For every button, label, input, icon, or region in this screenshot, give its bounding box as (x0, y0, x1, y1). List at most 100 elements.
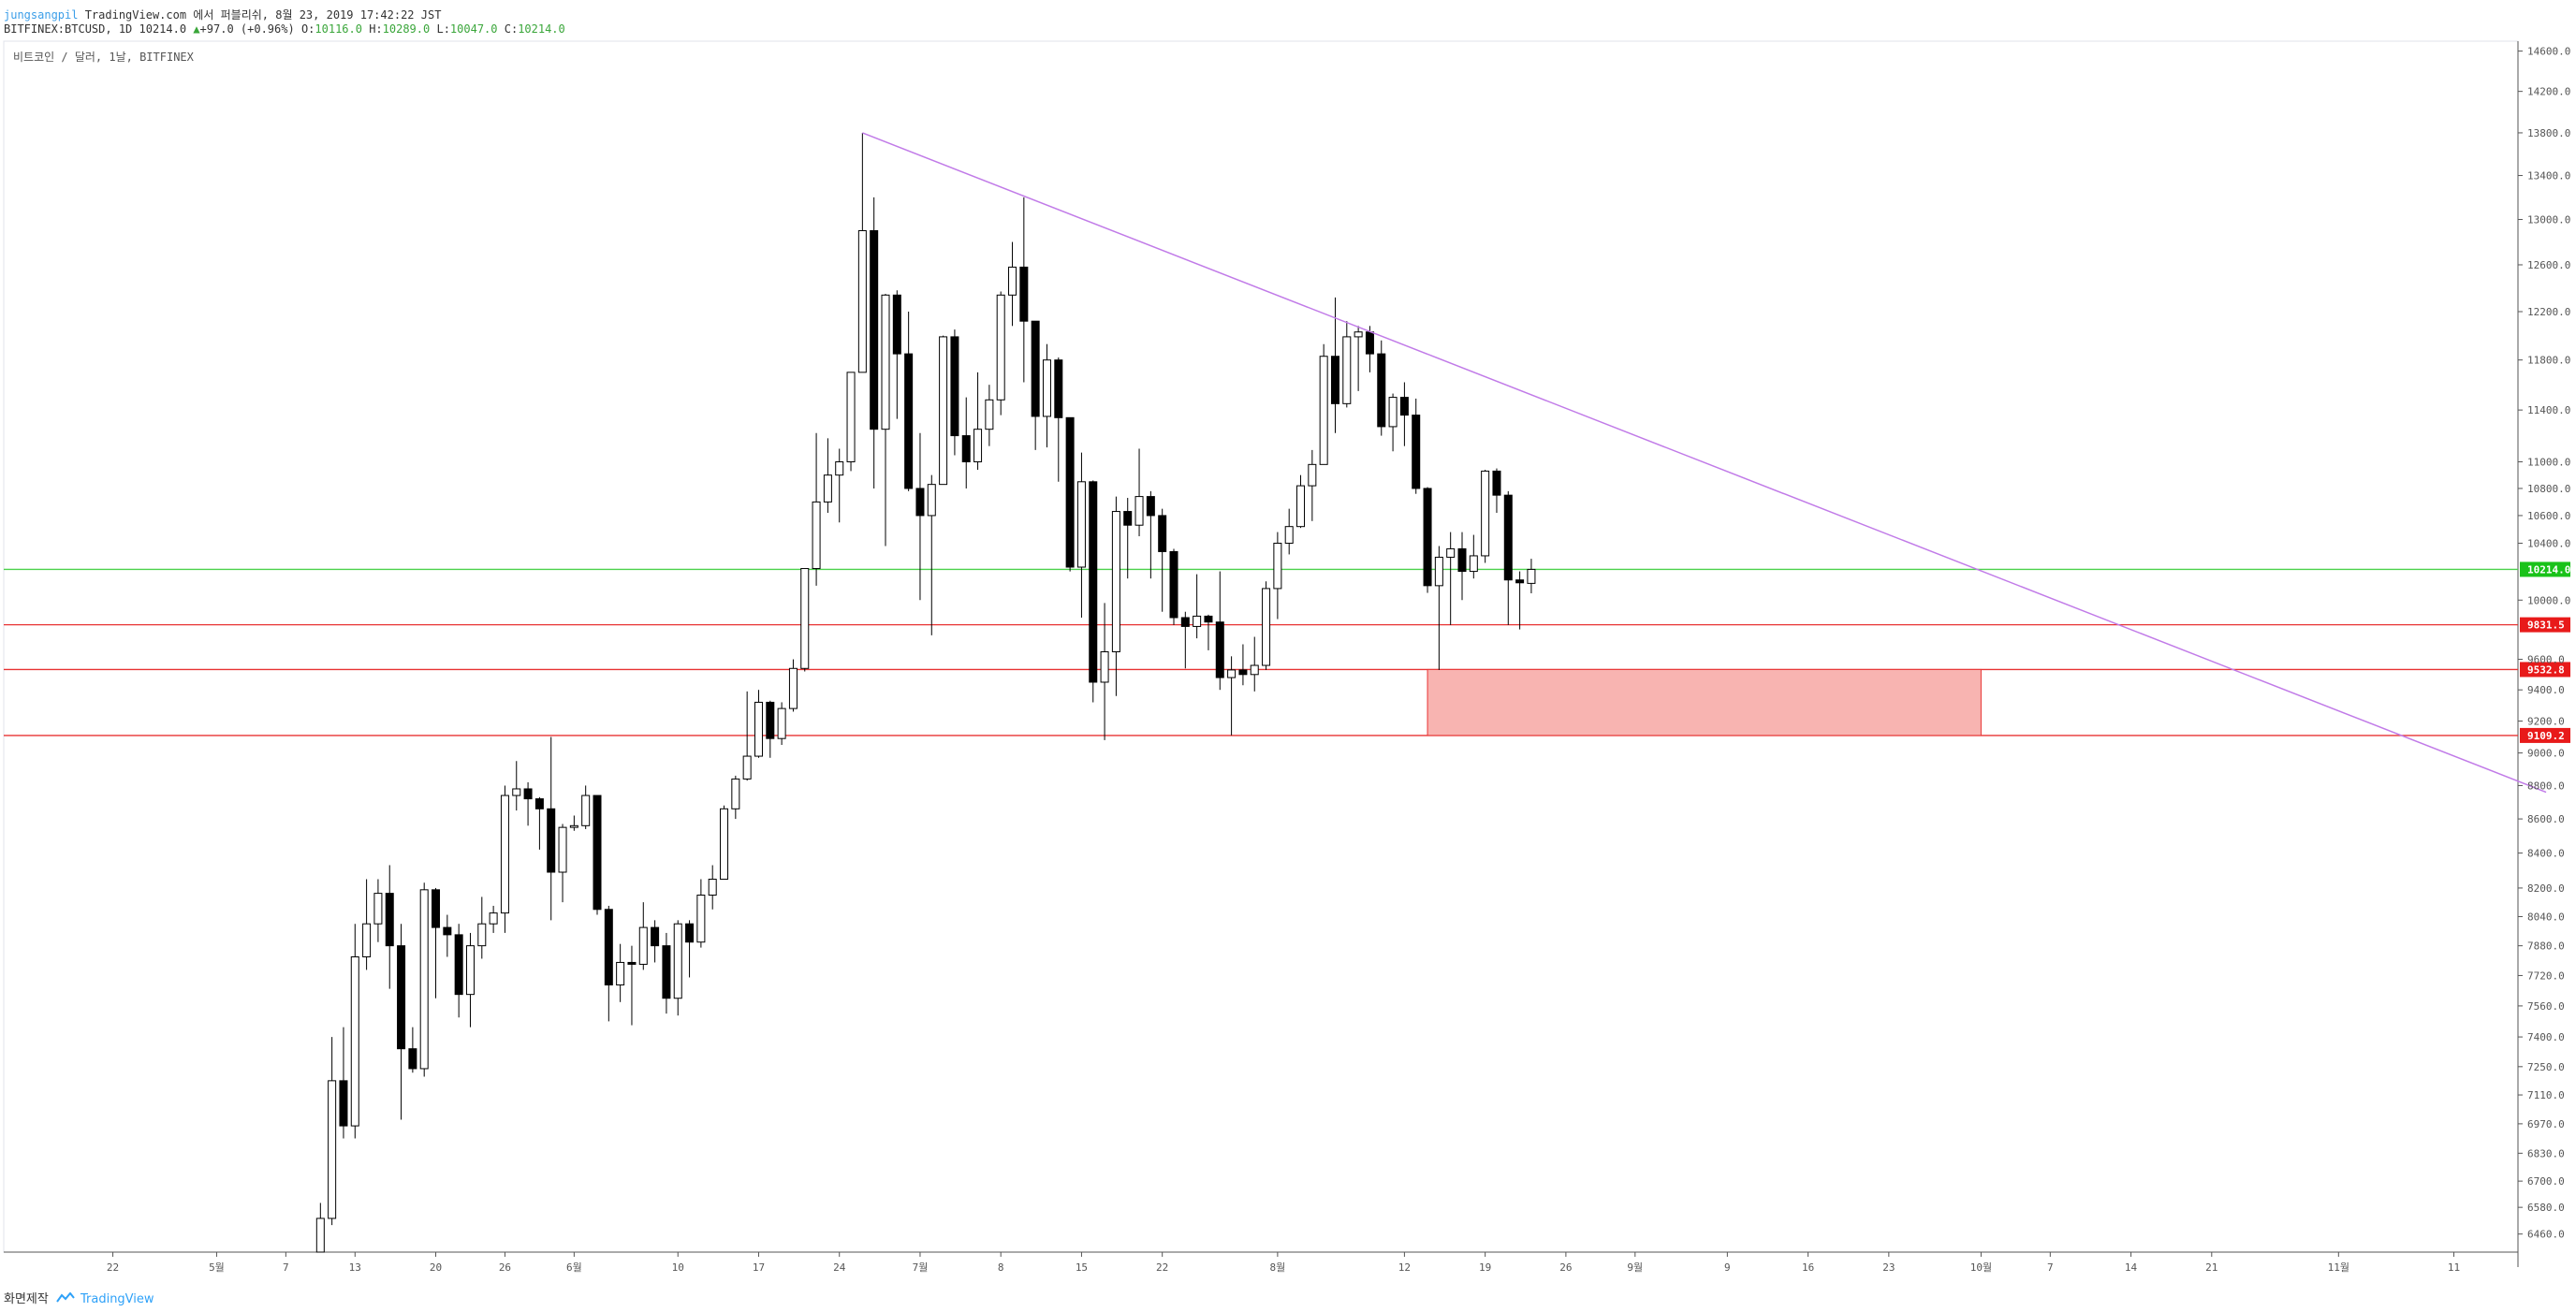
price-tick-label: 10800.0 (2527, 483, 2570, 495)
candle-body (350, 955, 359, 1127)
price-tick-label: 8200.0 (2527, 882, 2565, 895)
candle-body (777, 707, 786, 739)
candle-body (638, 926, 648, 965)
price-tick-label: 6970.0 (2527, 1118, 2565, 1130)
candle-body (627, 961, 637, 965)
time-tick-label: 22 (107, 1261, 119, 1274)
candle-body (1169, 550, 1178, 619)
candle-body (915, 488, 925, 517)
candle-body (673, 923, 682, 999)
price-tag (2520, 561, 2570, 577)
symbol-interval: BITFINEX:BTCUSD, 1D 10214.0 (4, 22, 187, 36)
candle-body (731, 778, 740, 809)
author-name[interactable]: jungsangpil (4, 8, 79, 22)
candle-body (500, 794, 509, 914)
time-tick-label: 7 (2047, 1261, 2054, 1274)
candle-body (1250, 664, 1259, 676)
high-value: 10289.0 (382, 22, 431, 36)
price-tick-label: 6830.0 (2527, 1147, 2565, 1159)
price-tick-label: 9400.0 (2527, 684, 2565, 696)
candle-body (1527, 568, 1536, 584)
trendline (862, 132, 2547, 794)
candle-body (1193, 615, 1202, 627)
open-value: 10116.0 (315, 22, 362, 36)
candle-body (788, 667, 798, 709)
candle-body (1065, 416, 1075, 568)
candle-body (1158, 515, 1167, 552)
up-arrow-icon: ▲ (193, 22, 200, 36)
candle-body (1296, 485, 1306, 528)
candle-body (547, 808, 556, 873)
time-tick-label: 23 (1882, 1261, 1895, 1274)
candle-body (950, 336, 959, 437)
candle-body (523, 788, 533, 800)
price-tick-label: 10000.0 (2527, 594, 2570, 606)
close-value: 10214.0 (518, 22, 565, 36)
candle-body (870, 229, 879, 430)
price-tick-label: 9000.0 (2527, 748, 2565, 760)
price-tick-label: 9600.0 (2527, 654, 2565, 666)
price-tag-label: 9831.5 (2527, 620, 2565, 632)
candle-body (812, 501, 821, 570)
price-tick-label: 10600.0 (2527, 510, 2570, 522)
close-label: C: (504, 22, 519, 36)
candle-body (315, 1217, 325, 1253)
time-tick-label: 8월 (1270, 1261, 1286, 1274)
price-tag (2520, 727, 2570, 743)
footer-brand[interactable]: TradingView (80, 1292, 154, 1306)
candle-body (408, 1048, 417, 1070)
time-tick-label: 16 (1802, 1261, 1814, 1274)
candle-body (1503, 494, 1513, 581)
price-tick-label: 6460.0 (2527, 1229, 2565, 1241)
candle-body (1515, 579, 1525, 584)
high-label: H: (369, 22, 383, 36)
time-tick-label: 9월 (1627, 1261, 1643, 1274)
candle-body (1330, 356, 1339, 404)
candle-body (373, 893, 383, 925)
time-tick-label: 17 (753, 1261, 765, 1274)
candle-body (581, 794, 591, 826)
price-tick-label: 13800.0 (2527, 127, 2570, 139)
candle-body (385, 893, 394, 947)
candle-body (569, 824, 578, 828)
time-tick-label: 22 (1156, 1261, 1168, 1274)
candle-body (973, 429, 983, 463)
candle-body (927, 484, 936, 517)
change-value: +97.0 (+0.96%) (199, 22, 295, 36)
time-tick-label: 9 (1724, 1261, 1731, 1274)
time-tick-label: 5월 (209, 1261, 225, 1274)
price-tick-label: 9200.0 (2527, 716, 2565, 728)
candle-body (1204, 615, 1213, 623)
time-tick-label: 7월 (913, 1261, 929, 1274)
price-tick-label: 7880.0 (2527, 940, 2565, 953)
low-label: L: (436, 22, 450, 36)
candle-body (766, 701, 775, 739)
chart-legend: 비트코인 / 달러, 1날, BITFINEX (13, 51, 195, 64)
time-tick-label: 26 (499, 1261, 511, 1274)
candle-body (1180, 617, 1190, 627)
candle-body (362, 923, 372, 957)
price-tick-label: 10400.0 (2527, 537, 2570, 549)
price-tick-label: 8040.0 (2527, 911, 2565, 923)
candle-body (1100, 651, 1109, 683)
price-tag-label: 9109.2 (2527, 730, 2565, 742)
candle-body (558, 826, 567, 873)
candle-body (1365, 331, 1374, 355)
candle-body (339, 1080, 348, 1127)
price-tick-label: 12200.0 (2527, 306, 2570, 318)
time-tick-label: 6월 (566, 1261, 582, 1274)
candle-body (1042, 359, 1051, 417)
low-value: 10047.0 (449, 22, 498, 36)
candle-body (985, 399, 994, 430)
price-tag (2520, 662, 2570, 678)
candle-body (328, 1080, 337, 1219)
demand-zone (1427, 668, 1982, 736)
candle-body (512, 788, 521, 796)
candle-body (835, 461, 844, 476)
price-tick-label: 8600.0 (2527, 813, 2565, 825)
candle-body (1354, 331, 1363, 338)
candle-body (754, 701, 763, 757)
time-tick-label: 15 (1076, 1261, 1088, 1274)
candle-body (432, 889, 441, 928)
